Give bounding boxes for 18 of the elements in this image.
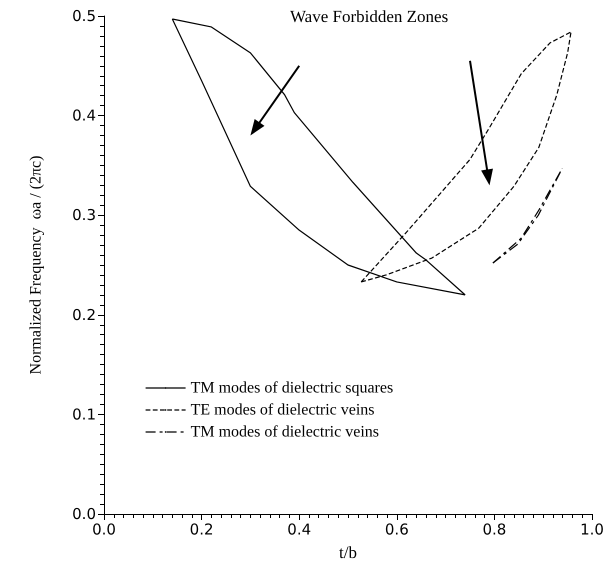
legend-label: TM modes of dielectric veins — [190, 424, 379, 440]
annotation: Wave Forbidden Zones — [290, 7, 448, 26]
y-tick-label: 0.0 — [72, 505, 96, 523]
x-tick-label: 0.0 — [92, 520, 116, 538]
x-tick-label: 0.8 — [482, 520, 506, 538]
x-tick-label: 1.0 — [580, 520, 604, 538]
y-tick-label: 0.5 — [72, 7, 96, 25]
legend-label: TM modes of dielectric squares — [190, 380, 394, 396]
y-tick-label: 0.1 — [72, 405, 96, 424]
y-axis-title: Normalized Frequency ωa / (2πc) — [28, 156, 44, 374]
y-tick-label: 0.2 — [72, 306, 96, 324]
x-tick-label: 0.2 — [190, 520, 214, 538]
y-tick-label: 0.3 — [72, 206, 96, 224]
x-axis-title: t/b — [339, 543, 357, 562]
legend-label: TE modes of dielectric veins — [190, 402, 375, 418]
x-tick-label: 0.6 — [384, 520, 409, 538]
y-tick-label: 0.4 — [72, 106, 96, 125]
x-tick-label: 0.4 — [287, 520, 312, 538]
